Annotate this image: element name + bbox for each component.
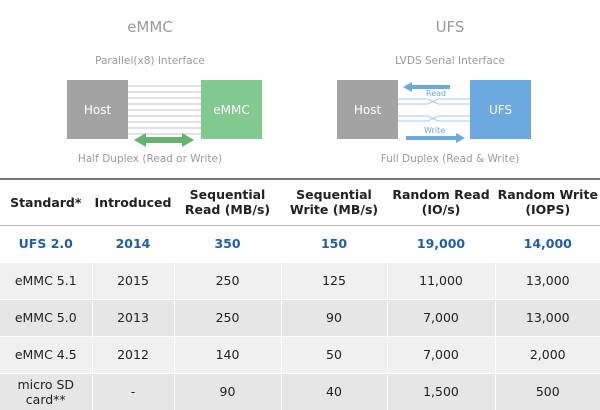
cell-introduced: 2015 (91, 261, 174, 299)
cell-rand-read: 1,500 (386, 372, 495, 410)
cell-introduced: 2013 (91, 298, 174, 336)
ufs-device-block: UFS (470, 80, 531, 139)
ufs-write-label: Write (424, 126, 445, 135)
cell-seq-write: 50 (280, 335, 387, 373)
table-row: eMMC 4.5 2012 140 50 7,000 2,000 (0, 335, 600, 373)
header-seq-read: Sequential Read (MB/s) (173, 178, 281, 226)
table-body: UFS 2.0 2014 350 150 19,000 14,000 eMMC … (0, 224, 600, 410)
cell-rand-write: 13,000 (494, 298, 600, 336)
header-introduced: Introduced (91, 178, 174, 226)
emmc-host-block: Host (67, 80, 128, 139)
cell-standard: eMMC 4.5 (0, 335, 92, 373)
cell-introduced: - (91, 372, 174, 410)
cell-seq-read: 250 (173, 261, 281, 299)
emmc-interface-label: Parallel(x8) Interface (95, 55, 205, 67)
header-rand-read: Random Read (IO/s) (386, 178, 495, 226)
ufs-host-block: Host (337, 80, 398, 139)
cell-seq-write: 125 (280, 261, 387, 299)
cell-standard: eMMC 5.1 (0, 261, 92, 299)
header-standard: Standard* (0, 178, 92, 226)
cell-standard: micro SD card** (0, 372, 92, 410)
cell-seq-read: 90 (173, 372, 281, 410)
cell-rand-write: 13,000 (494, 261, 600, 299)
emmc-bidirectional-arrow (134, 133, 194, 147)
cell-standard: eMMC 5.0 (0, 298, 92, 336)
cell-rand-write: 14,000 (494, 224, 600, 262)
ufs-interface-label: LVDS Serial Interface (394, 55, 506, 67)
table-row: eMMC 5.1 2015 250 125 11,000 13,000 (0, 261, 600, 299)
emmc-parallel-bus (128, 85, 201, 147)
cell-rand-read: 7,000 (386, 335, 495, 373)
header-rand-write: Random Write (IOPS) (494, 178, 600, 226)
ufs-duplex-caption: Full Duplex (Read & Write) (380, 153, 520, 165)
ufs-title: UFS (435, 18, 465, 36)
emmc-title: eMMC (127, 18, 173, 36)
ufs-read-arrow (403, 82, 450, 92)
cell-seq-write: 90 (280, 298, 387, 336)
cell-rand-read: 11,000 (386, 261, 495, 299)
cell-rand-write: 500 (494, 372, 600, 410)
table-header: Standard* Introduced Sequential Read (MB… (0, 178, 600, 226)
cell-seq-read: 250 (173, 298, 281, 336)
ufs-diagram: UFS LVDS Serial Interface Read Write Hos… (300, 0, 600, 172)
ufs-lane-lines (398, 98, 470, 122)
emmc-duplex-caption: Half Duplex (Read or Write) (77, 153, 223, 165)
table-row: UFS 2.0 2014 350 150 19,000 14,000 (0, 224, 600, 262)
cell-standard: UFS 2.0 (0, 224, 92, 262)
cell-seq-write: 40 (280, 372, 387, 410)
emmc-diagram: eMMC Parallel(x8) Interface Host eMMC Ha… (0, 0, 300, 172)
table-header-row: Standard* Introduced Sequential Read (MB… (0, 178, 600, 226)
table-row: eMMC 5.0 2013 250 90 7,000 13,000 (0, 298, 600, 336)
header-seq-write: Sequential Write (MB/s) (280, 178, 387, 226)
table-row: micro SD card** - 90 40 1,500 500 (0, 372, 600, 410)
cell-rand-write: 2,000 (494, 335, 600, 373)
ufs-write-arrow (406, 133, 465, 143)
emmc-device-block: eMMC (201, 80, 262, 139)
cell-introduced: 2014 (91, 224, 174, 262)
spec-comparison-table: Standard* Introduced Sequential Read (MB… (0, 178, 600, 410)
cell-seq-read: 140 (173, 335, 281, 373)
cell-rand-read: 19,000 (386, 224, 495, 262)
cell-seq-write: 150 (280, 224, 387, 262)
cell-rand-read: 7,000 (386, 298, 495, 336)
ufs-serial-lanes: Read Write (398, 82, 470, 143)
cell-introduced: 2012 (91, 335, 174, 373)
ufs-read-label: Read (426, 89, 446, 98)
cell-seq-read: 350 (173, 224, 281, 262)
